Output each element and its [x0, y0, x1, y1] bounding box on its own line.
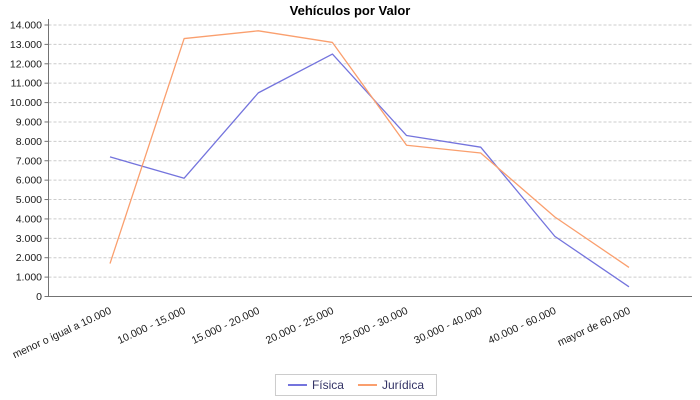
category-label: 30.000 - 40.000	[412, 305, 484, 347]
category-label: 20.000 - 25.000	[264, 305, 336, 347]
category-label: 15.000 - 20.000	[190, 305, 262, 347]
legend-entry-fisica: Física	[287, 378, 344, 392]
y-tick-label: 2.000	[16, 252, 42, 264]
y-tick-label: 9.000	[16, 116, 42, 128]
y-tick-label: 11.000	[11, 78, 42, 90]
y-tick-label: 4.000	[16, 213, 42, 225]
y-tick-label: 5.000	[16, 194, 42, 206]
y-tick-label: 10.000	[10, 97, 42, 109]
category-label: 25.000 - 30.000	[338, 305, 410, 347]
line-chart-plot: 0 1.000 2.000 3.000 4.000 5.000 6.000 7.000 8.00…	[10, 19, 692, 361]
y-tick-label: 0	[36, 291, 42, 303]
category-label: 40.000 - 60.000	[486, 305, 558, 347]
legend: Física Jurídica	[274, 374, 438, 396]
legend-label-juridica: Jurídica	[381, 378, 425, 392]
legend-entry-juridica: Jurídica	[357, 378, 425, 392]
legend-label-fisica: Física	[311, 378, 344, 392]
chart-title: Vehículos por Valor	[289, 3, 411, 18]
y-tick-label: 14.000	[10, 20, 42, 32]
y-tick-label: 1.000	[16, 272, 42, 284]
y-tick-label: 7.000	[16, 155, 42, 167]
category-label: menor o igual a 10.000	[11, 305, 114, 361]
category-label: mayor de 60.000	[556, 305, 633, 349]
y-tick-label: 3.000	[16, 233, 42, 245]
y-tick-label: 8.000	[16, 136, 42, 148]
series-line-juridica	[109, 30, 630, 268]
category-label: 10.000 - 15.000	[116, 305, 188, 347]
y-tick-label: 12.000	[10, 58, 42, 70]
series-line-fisica	[109, 53, 630, 288]
fisica-line-swatch	[287, 384, 307, 386]
y-tick-label: 13.000	[10, 39, 42, 51]
juridica-line-swatch	[357, 384, 377, 386]
y-tick-label: 6.000	[16, 175, 42, 187]
